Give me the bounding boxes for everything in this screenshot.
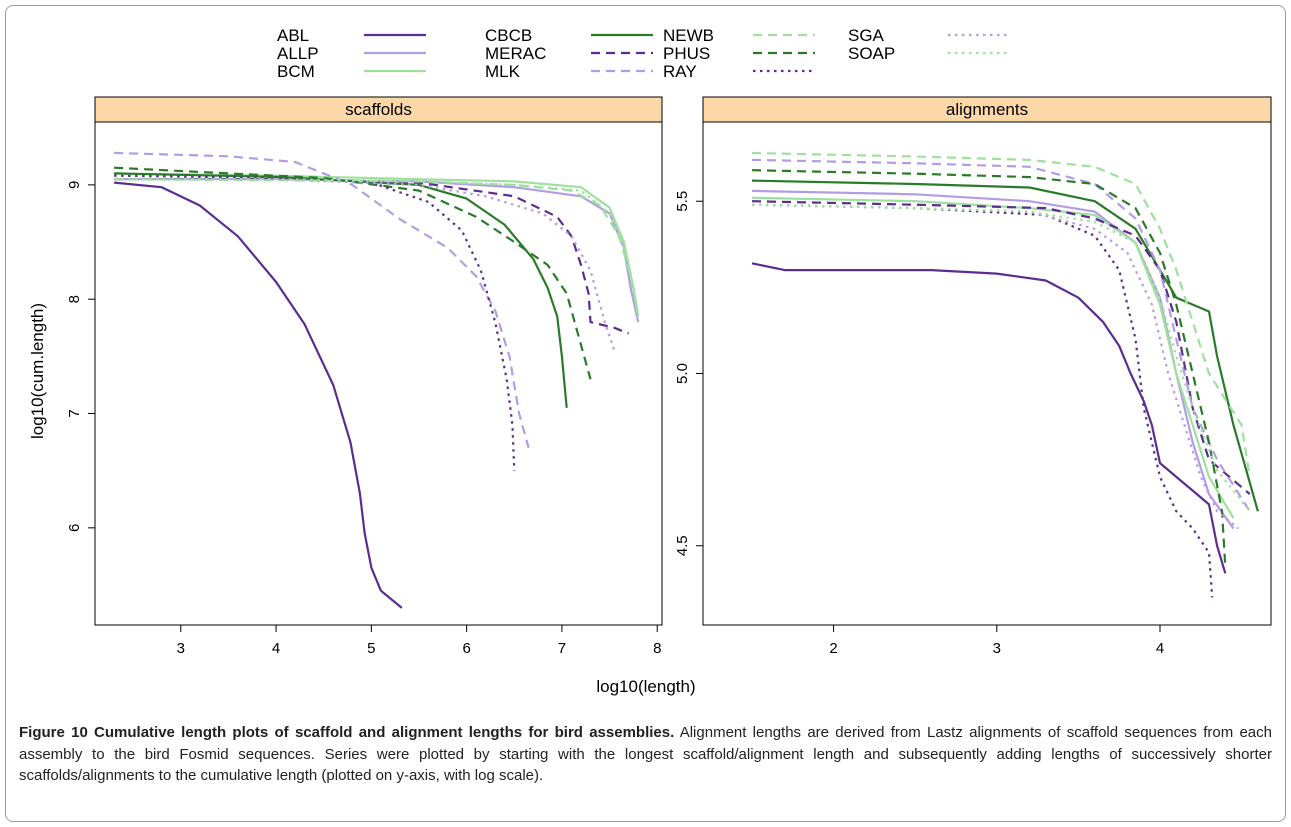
x-tick-label: 3: [993, 640, 1001, 657]
x-axis-label: log10(length): [596, 677, 695, 696]
series-line-sga: [751, 203, 1240, 530]
panels: scaffolds 3 4 5 6 7 8 6 7 8 9 alignments 2 3 4 4.5 5.0 5.…: [66, 96, 1272, 657]
x-tick-label: 5: [367, 640, 375, 657]
series-line-sga: [114, 178, 616, 351]
series-line-abl: [113, 181, 403, 609]
y-tick-label: 8: [66, 295, 83, 303]
series-line-merac: [751, 200, 1251, 495]
panel-border: [702, 121, 1272, 626]
y-tick-label: 5.0: [674, 363, 691, 384]
y-tick-label: 9: [66, 181, 83, 189]
panel-title: alignments: [946, 100, 1028, 119]
series-line-abl: [751, 262, 1227, 574]
series-line-soap: [751, 203, 1251, 512]
x-tick-label: 7: [558, 640, 566, 657]
figure-caption: Figure 10 Cumulative length plots of sca…: [19, 722, 1272, 787]
figure-frame: [5, 5, 1286, 822]
panel-title: scaffolds: [345, 100, 412, 119]
y-tick-label: 7: [66, 409, 83, 417]
panel-scaffolds: scaffolds 3 4 5 6 7 8 6 7 8 9: [66, 96, 663, 657]
series-line-phus: [114, 166, 592, 380]
series-line-ray: [751, 203, 1214, 598]
y-tick-label: 5.5: [674, 191, 691, 212]
series-line-allp: [114, 178, 640, 323]
series-line-cbcb: [751, 179, 1259, 512]
panel-border: [94, 121, 663, 626]
legend-label-ray: RAY: [663, 62, 697, 81]
x-tick-label: 4: [1156, 640, 1164, 657]
legend-label-mlk: MLK: [485, 62, 521, 81]
series-line-mlk: [751, 158, 1251, 512]
caption-body: Alignment lengths are derived from Lastz…: [19, 724, 1272, 784]
x-tick-label: 6: [462, 640, 470, 657]
x-tick-label: 2: [829, 640, 837, 657]
panel-strip: [94, 96, 663, 123]
caption-title: Figure 10 Cumulative length plots of sca…: [19, 724, 675, 741]
series-line-bcm: [751, 196, 1235, 519]
legend-label-allp: ALLP: [277, 44, 319, 63]
series-line-newb: [751, 151, 1251, 478]
series-line-phus: [751, 169, 1227, 567]
y-tick-label: 6: [66, 524, 83, 532]
y-tick-label: 4.5: [674, 535, 691, 556]
x-tick-label: 4: [272, 640, 280, 657]
x-tick-label: 3: [177, 640, 185, 657]
legend-label-merac: MERAC: [485, 44, 546, 63]
x-tick-label: 8: [653, 640, 661, 657]
legend-label-sga: SGA: [848, 26, 885, 45]
y-axis-label: log10(cum.length): [28, 303, 47, 439]
legend-label-phus: PHUS: [663, 44, 710, 63]
series-line-newb: [114, 178, 640, 317]
panel-alignments: alignments 2 3 4 4.5 5.0 5.5: [674, 96, 1272, 657]
series-line-allp: [751, 189, 1235, 530]
panel-strip: [702, 96, 1272, 123]
legend-label-soap: SOAP: [848, 44, 895, 63]
series-line-cbcb: [114, 172, 568, 408]
series-line-bcm: [114, 172, 640, 317]
series-line-soap: [114, 178, 640, 317]
legend-label-bcm: BCM: [277, 62, 315, 81]
series-line-ray: [114, 174, 516, 471]
legend-label-abl: ABL: [277, 26, 309, 45]
legend-label-cbcb: CBCB: [485, 26, 532, 45]
legend-label-newb: NEWB: [663, 26, 714, 45]
series-line-mlk: [114, 151, 530, 449]
